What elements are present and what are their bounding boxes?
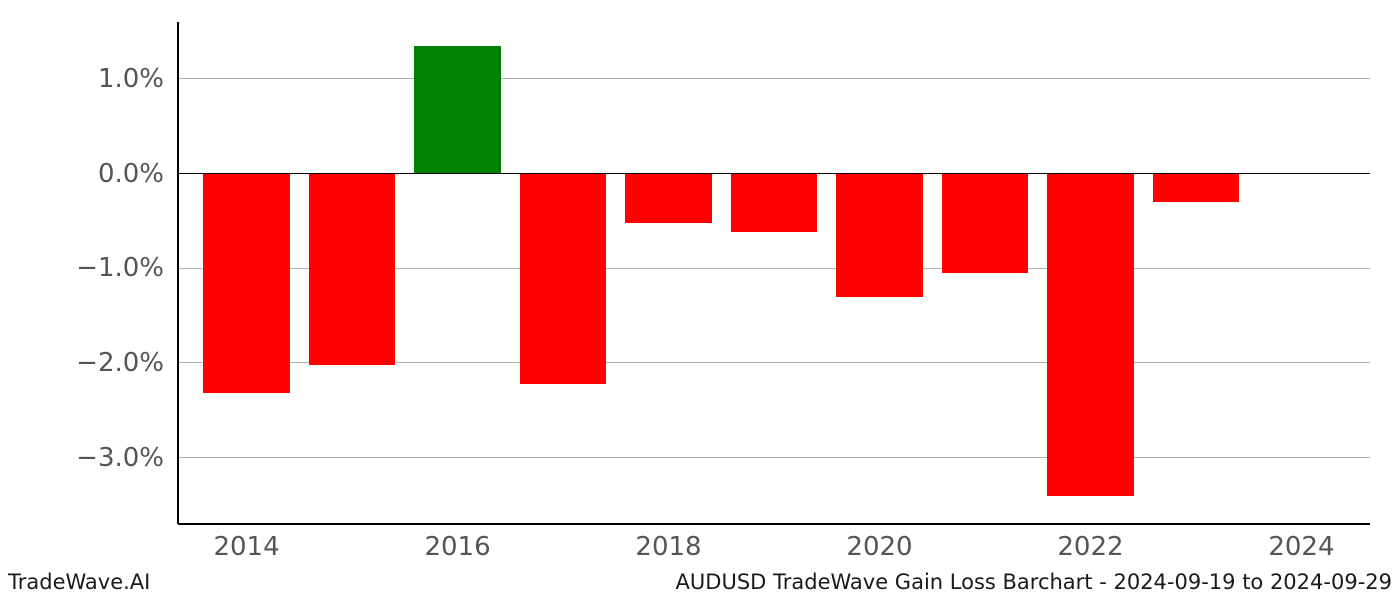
bar-2017 [520,174,606,384]
ytick-label: 0.0% [98,159,164,189]
chart-stage: TradeWave.AI AUDUSD TradeWave Gain Loss … [0,0,1400,600]
footer-left-text: TradeWave.AI [8,570,150,594]
footer-right-text: AUDUSD TradeWave Gain Loss Barchart - 20… [676,570,1392,594]
bar-2021 [942,174,1028,273]
gridline [178,78,1370,79]
xtick-label: 2022 [1057,532,1123,562]
axis-spine-left [177,22,179,524]
plot-area [178,22,1370,524]
bar-2016 [414,46,500,174]
bar-2015 [309,174,395,365]
axis-spine-bottom [178,523,1370,525]
xtick-label: 2024 [1268,532,1334,562]
bar-2023 [1153,174,1239,202]
ytick-label: −2.0% [76,348,164,378]
ytick-label: 1.0% [98,64,164,94]
xtick-label: 2020 [846,532,912,562]
xtick-label: 2018 [635,532,701,562]
zero-line [178,173,1370,175]
bar-2020 [836,174,922,297]
xtick-label: 2016 [424,532,490,562]
bar-2019 [731,174,817,233]
ytick-label: −3.0% [76,443,164,473]
ytick-label: −1.0% [76,253,164,283]
bar-2022 [1047,174,1133,496]
gridline [178,457,1370,458]
xtick-label: 2014 [213,532,279,562]
bar-2018 [625,174,711,223]
bar-2014 [203,174,289,394]
